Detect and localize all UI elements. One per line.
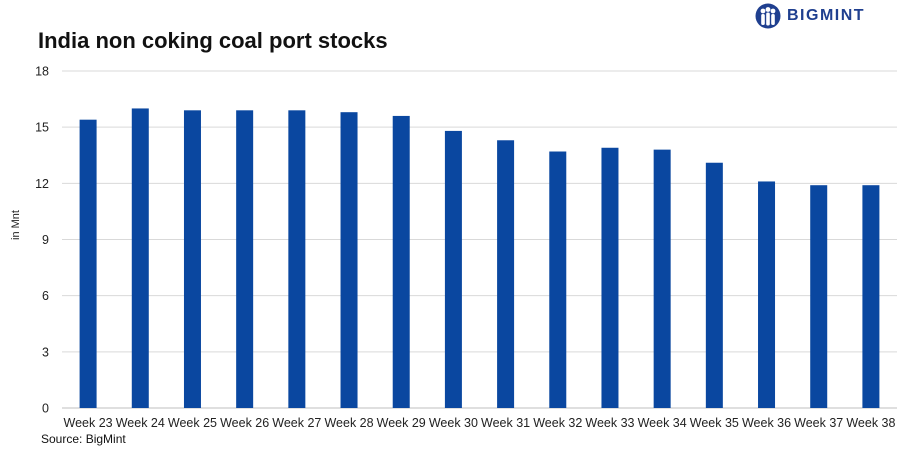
x-tick-label: Week 23	[64, 416, 113, 430]
x-tick-label: Week 32	[533, 416, 582, 430]
y-tick-label: 12	[35, 177, 49, 191]
x-tick-labels: Week 23 Week 24 Week 25 Week 26 Week 27 Week …	[64, 416, 896, 430]
bar	[705, 162, 723, 408]
gridlines	[62, 70, 897, 409]
bar	[131, 108, 149, 408]
bar	[653, 149, 671, 408]
logo-text: BIGMINT	[787, 7, 866, 24]
x-tick-label: Week 35	[690, 416, 739, 430]
x-tick-label: Week 30	[429, 416, 478, 430]
x-tick-label: Week 38	[846, 416, 895, 430]
x-tick-label: Week 36	[742, 416, 791, 430]
x-tick-label: Week 25	[168, 416, 217, 430]
y-tick-label: 15	[35, 121, 49, 135]
bar	[497, 140, 515, 408]
y-tick-label: 9	[42, 233, 49, 247]
bar	[549, 151, 567, 408]
brand-logo: BIGMINT	[755, 3, 865, 29]
x-tick-label: Week 33	[585, 416, 634, 430]
bar	[236, 110, 254, 409]
bar	[862, 185, 880, 408]
y-tick-label: 6	[42, 289, 49, 303]
x-tick-label: Week 37	[794, 416, 843, 430]
chart-title: India non coking coal port stocks	[38, 28, 388, 53]
x-tick-label: Week 24	[116, 416, 165, 430]
bar	[79, 119, 97, 408]
bar	[340, 112, 358, 408]
x-tick-label: Week 34	[638, 416, 687, 430]
people-icon	[755, 3, 781, 29]
bar	[288, 110, 306, 409]
bar	[183, 110, 201, 409]
y-tick-label: 0	[42, 402, 49, 416]
x-tick-label: Week 31	[481, 416, 530, 430]
y-tick-labels: 0 3 6 9 12 15 18	[35, 65, 49, 416]
bars	[79, 108, 880, 409]
x-tick-label: Week 28	[324, 416, 373, 430]
x-tick-label: Week 29	[377, 416, 426, 430]
source-note: Source: BigMint	[41, 432, 126, 446]
bar	[758, 181, 776, 408]
y-tick-label: 18	[35, 65, 49, 79]
bar	[601, 147, 619, 408]
x-tick-label: Week 27	[272, 416, 321, 430]
bar	[444, 130, 462, 408]
bar	[392, 115, 410, 408]
y-tick-label: 3	[42, 345, 49, 359]
bar	[810, 185, 828, 408]
x-tick-label: Week 26	[220, 416, 269, 430]
